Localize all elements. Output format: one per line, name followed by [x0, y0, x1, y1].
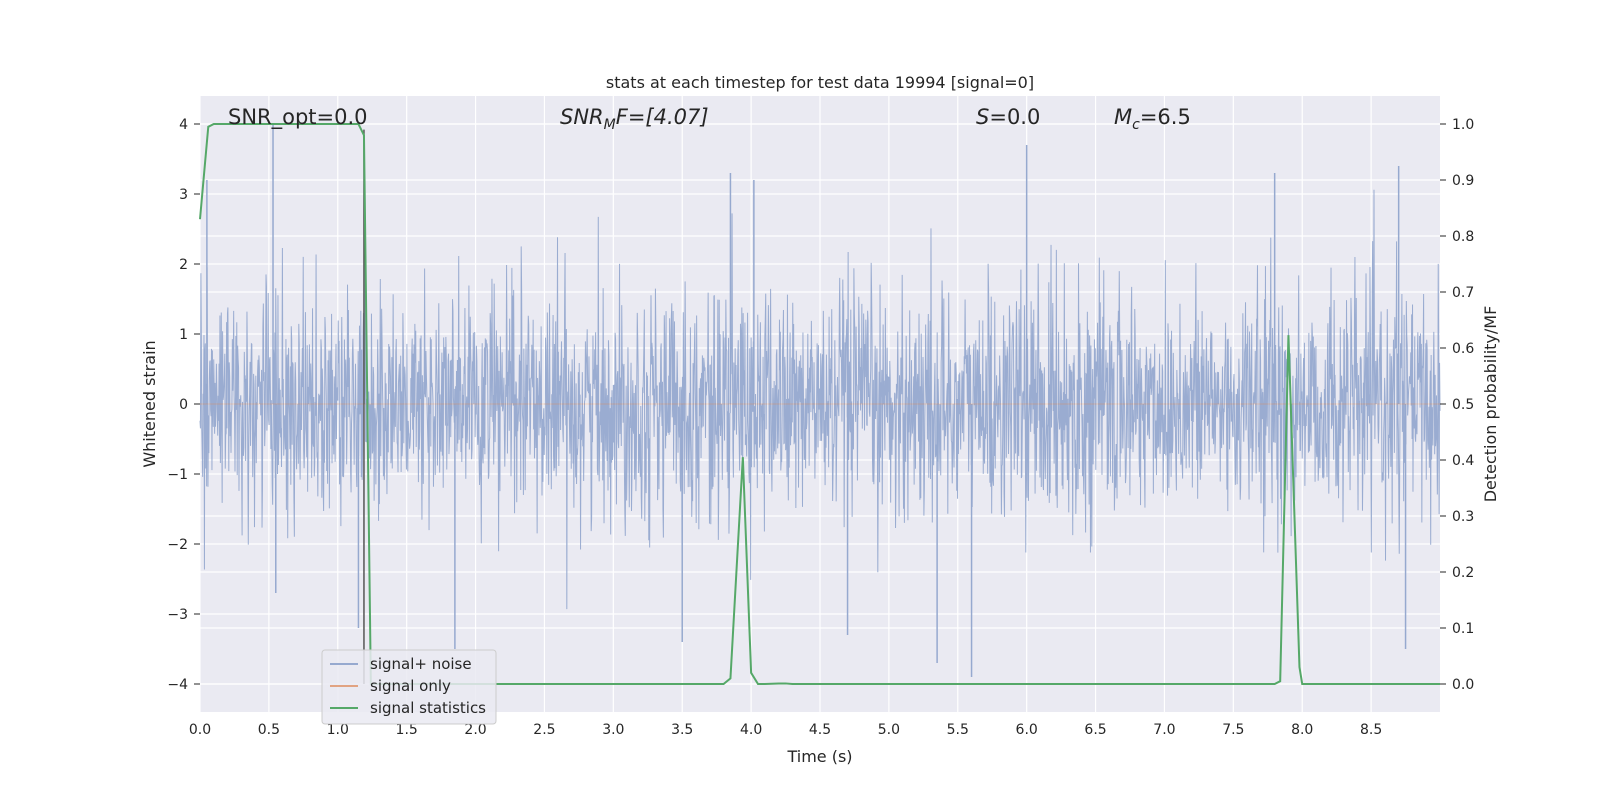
legend-box	[321, 649, 497, 725]
y2-tick-label-9: 0.9	[1452, 173, 1474, 189]
y2-tick-label-1: 0.1	[1452, 621, 1474, 637]
annotation-snr-mf: SNRMF=[4.07]	[560, 105, 709, 133]
x-tick-label-9: 4.5	[809, 722, 831, 738]
y2-tick-label-10: 1.0	[1452, 117, 1474, 133]
series-signal-statistics	[199, 123, 1440, 685]
chart-title: stats at each timestep for test data 199…	[606, 73, 1034, 92]
y2-tick-label-0: 0.0	[1452, 677, 1474, 693]
x-tick-label-6: 3.0	[602, 722, 624, 738]
x-tick-label-3: 1.5	[396, 722, 418, 738]
signal-statistics-line	[199, 123, 1440, 685]
y-tick-label-2: −2	[167, 537, 188, 553]
x-tick-label-13: 6.5	[1084, 722, 1106, 738]
x-tick-label-12: 6.0	[1016, 722, 1038, 738]
x-tick-label-10: 5.0	[878, 722, 900, 738]
annotation-s: S=0.0	[976, 105, 1040, 129]
y2-tick-label-4: 0.4	[1452, 453, 1474, 469]
legend-label-signal-only: signal only	[370, 677, 451, 695]
y2-tick-label-5: 0.5	[1452, 397, 1474, 413]
x-axis-label: Time (s)	[786, 747, 852, 766]
y2-axis-label: Detection probability/MF	[1481, 306, 1500, 503]
x-tick-label-16: 8.0	[1291, 722, 1313, 738]
x-tick-label-14: 7.0	[1153, 722, 1175, 738]
y-tick-label-7: 3	[179, 187, 188, 203]
legend-label-signal-plus-noise: signal+ noise	[370, 655, 472, 673]
legend-label-signal-statistics: signal statistics	[370, 699, 486, 717]
y2-tick-label-6: 0.6	[1452, 341, 1474, 357]
x-axis-ticks: 0.0 0.5 1.0 1.5 2.0 2.5 3.0 3.5 4.0 4.5 5.0 5.5 6.0 6…	[189, 722, 1382, 738]
y-tick-label-4: 0	[179, 397, 188, 413]
y-axis-ticks: −4 −3 −2 −1 0 1 2 3 4	[167, 117, 200, 693]
y-axis-label: Whitened strain	[140, 340, 159, 467]
y2-tick-label-7: 0.7	[1452, 285, 1474, 301]
annotation-snr-opt: SNR_opt=0.0	[228, 105, 368, 130]
y2-tick-label-3: 0.3	[1452, 509, 1474, 525]
y-tick-label-6: 2	[179, 257, 188, 273]
x-tick-label-7: 3.5	[671, 722, 693, 738]
y-tick-label-8: 4	[179, 117, 188, 133]
y-tick-label-5: 1	[179, 327, 188, 343]
series-signal-plus-noise	[199, 124, 1441, 677]
y-tick-label-1: −3	[167, 607, 188, 623]
y-tick-label-0: −4	[167, 677, 188, 693]
x-tick-label-2: 1.0	[327, 722, 349, 738]
x-tick-label-11: 5.5	[947, 722, 969, 738]
y-tick-label-3: −1	[167, 467, 188, 483]
y2-axis-ticks: 0.0 0.1 0.2 0.3 0.4 0.5 0.6 0.7 0.8 0.9 1.0	[1440, 117, 1474, 693]
y2-tick-label-2: 0.2	[1452, 565, 1474, 581]
x-tick-label-5: 2.5	[533, 722, 555, 738]
noise-trace	[199, 189, 1441, 610]
x-tick-label-8: 4.0	[740, 722, 762, 738]
x-tick-label-4: 2.0	[464, 722, 486, 738]
x-tick-label-1: 0.5	[258, 722, 280, 738]
x-tick-label-17: 8.5	[1360, 722, 1382, 738]
legend: signal+ noise signal only signal statist…	[321, 649, 497, 725]
annotation-mc: Mc=6.5	[1114, 105, 1191, 133]
x-tick-label-0: 0.0	[189, 722, 211, 738]
y2-tick-label-8: 0.8	[1452, 229, 1474, 245]
x-tick-label-15: 7.5	[1222, 722, 1244, 738]
